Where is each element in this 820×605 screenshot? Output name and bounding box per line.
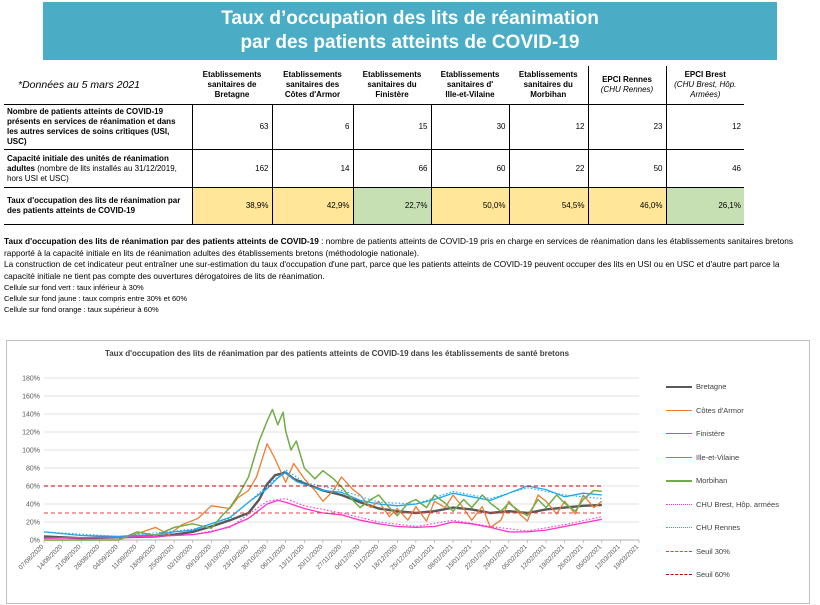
table-cell: 14 bbox=[271, 149, 353, 188]
table-cell: 46 bbox=[665, 149, 744, 188]
legend-entry: CHU Brest, Hôp. armées bbox=[666, 493, 806, 517]
table-cell: 63 bbox=[191, 104, 272, 150]
table-cell: 6 bbox=[271, 104, 353, 150]
legend-entry: Bretagne bbox=[666, 375, 806, 399]
legend-swatch bbox=[666, 550, 692, 552]
col-header-bretagne: Etablissements sanitaires de Bretagne bbox=[202, 70, 262, 99]
series-line bbox=[43, 499, 602, 539]
col-header-morbihan: Etablissements sanitaires du Morbihan bbox=[518, 70, 578, 99]
legend-orange: Cellule sur fond orange : taux supérieur… bbox=[4, 305, 159, 315]
legend-label: Bretagne bbox=[696, 382, 727, 392]
legend-green: Cellule sur fond vert : taux inférieur à… bbox=[4, 283, 144, 293]
legend-swatch bbox=[666, 527, 692, 529]
series-line bbox=[43, 471, 602, 538]
table-row-capacity: Capacité initiale des unités de réanimat… bbox=[4, 149, 744, 188]
definition-paragraph: Taux d'occupation des lits de réanimatio… bbox=[4, 236, 793, 258]
table-cell: 23 bbox=[587, 104, 666, 150]
col-header-epci-rennes: EPCI Rennes (CHU Rennes) bbox=[587, 66, 666, 105]
table-cell: 30 bbox=[430, 104, 509, 150]
col-header-cotes-armor: Etablissements sanitaires des Côtes d'Armo… bbox=[283, 70, 342, 99]
legend-label: Finistère bbox=[696, 429, 725, 439]
legend-swatch bbox=[666, 479, 692, 482]
table-cell: 60 bbox=[430, 149, 509, 188]
rate-cell: 38,9% bbox=[191, 187, 272, 225]
legend-entry: Seuil 60% bbox=[666, 563, 806, 587]
row-label-capacity: Capacité initiale des unités de réanimat… bbox=[4, 149, 192, 188]
legend-label: CHU Rennes bbox=[696, 523, 741, 533]
legend-entry: Morbihan bbox=[666, 469, 806, 493]
rate-cell: 26,1% bbox=[665, 187, 744, 225]
y-tick-label: 60% bbox=[26, 484, 40, 491]
y-tick-label: 120% bbox=[22, 430, 40, 437]
legend-entry: Finistère bbox=[666, 422, 806, 446]
legend-label: Côtes d'Armor bbox=[696, 405, 744, 415]
legend-label: Seuil 30% bbox=[696, 546, 730, 556]
page-banner: Taux d’occupation des lits de réanimatio… bbox=[43, 2, 777, 60]
table-row-rate: Taux d'occupation des lits de réanimatio… bbox=[4, 187, 744, 225]
series-line bbox=[44, 408, 602, 541]
legend-yellow: Cellule sur fond jaune : taux compris en… bbox=[4, 294, 188, 304]
row-label-rate: Taux d'occupation des lits de réanimatio… bbox=[4, 187, 192, 225]
row-label-patients: Nombre de patients atteints de COVID-19 … bbox=[4, 104, 192, 150]
legend-label: CHU Brest, Hôp. armées bbox=[696, 499, 779, 509]
series-line bbox=[43, 469, 602, 537]
legend-label: Ille-et-Vilaine bbox=[696, 452, 740, 462]
table-cell: 66 bbox=[352, 149, 431, 188]
legend-entry: Seuil 30% bbox=[666, 540, 806, 564]
rate-cell: 50,0% bbox=[430, 187, 509, 225]
legend-swatch bbox=[666, 503, 692, 505]
table-cell: 162 bbox=[191, 149, 272, 188]
y-tick-label: 40% bbox=[26, 502, 40, 509]
legend-swatch bbox=[666, 409, 692, 411]
legend-label: Seuil 60% bbox=[696, 570, 730, 580]
table-cell: 12 bbox=[508, 104, 588, 150]
occupancy-table: *Données au 5 mars 2021 Etablissements sa… bbox=[4, 66, 744, 225]
rate-cell: 42,9% bbox=[271, 187, 353, 225]
legend-swatch bbox=[666, 385, 692, 388]
col-header-epci-brest: EPCI Brest (CHU Brest, Hôp. Armées) bbox=[665, 66, 744, 105]
legend-swatch bbox=[666, 433, 692, 435]
chart-plot: 0%20%40%60%80%100%120%140%160%180%07/08/… bbox=[17, 376, 640, 572]
y-tick-label: 20% bbox=[26, 520, 40, 527]
table-cell: 12 bbox=[665, 104, 744, 150]
legend-swatch bbox=[666, 456, 692, 458]
rate-cell: 22,7% bbox=[352, 187, 431, 225]
y-tick-label: 80% bbox=[26, 466, 40, 473]
table-row-patients: Nombre de patients atteints de COVID-19 … bbox=[4, 104, 744, 150]
table-cell: 15 bbox=[352, 104, 431, 150]
y-tick-label: 180% bbox=[22, 376, 40, 383]
table-header-row: *Données au 5 mars 2021 Etablissements sa… bbox=[4, 66, 744, 105]
chart-title: Taux d'occupation des lits de réanimatio… bbox=[104, 349, 570, 358]
y-tick-label: 100% bbox=[22, 448, 40, 455]
table-cell: 22 bbox=[508, 149, 588, 188]
y-tick-label: 0% bbox=[30, 538, 40, 545]
indicator-description: Taux d'occupation des lits de réanimatio… bbox=[4, 236, 812, 315]
y-tick-label: 160% bbox=[22, 394, 40, 401]
series-line bbox=[44, 443, 603, 541]
legend-swatch bbox=[666, 574, 692, 576]
col-header-finistere: Etablissements sanitaires du Finistère bbox=[362, 70, 422, 99]
col-header-ille-et-vilaine: Etablissements sanitaires d' Ille-et-Vilai… bbox=[440, 70, 500, 99]
construction-paragraph: La construction de cet indicateur peut e… bbox=[4, 259, 780, 281]
chart-legend: Bretagne Côtes d'Armor Finistère Ille-et-Vi… bbox=[666, 375, 806, 587]
legend-label: Morbihan bbox=[696, 476, 728, 486]
y-tick-label: 140% bbox=[22, 412, 40, 419]
data-date-note: *Données au 5 mars 2021 bbox=[18, 79, 140, 91]
rate-cell: 54,5% bbox=[508, 187, 588, 225]
banner-title-line1: Taux d’occupation des lits de réanimatio… bbox=[221, 8, 599, 29]
legend-entry: Ille-et-Vilaine bbox=[666, 446, 806, 470]
series-line bbox=[43, 471, 602, 540]
rate-cell: 46,0% bbox=[587, 187, 666, 225]
legend-entry: CHU Rennes bbox=[666, 516, 806, 540]
table-cell: 50 bbox=[587, 149, 666, 188]
banner-title-line2: par des patients atteints de COVID-19 bbox=[240, 32, 580, 53]
legend-entry: Côtes d'Armor bbox=[666, 399, 806, 423]
occupancy-chart: Taux d'occupation des lits de réanimatio… bbox=[6, 340, 810, 604]
